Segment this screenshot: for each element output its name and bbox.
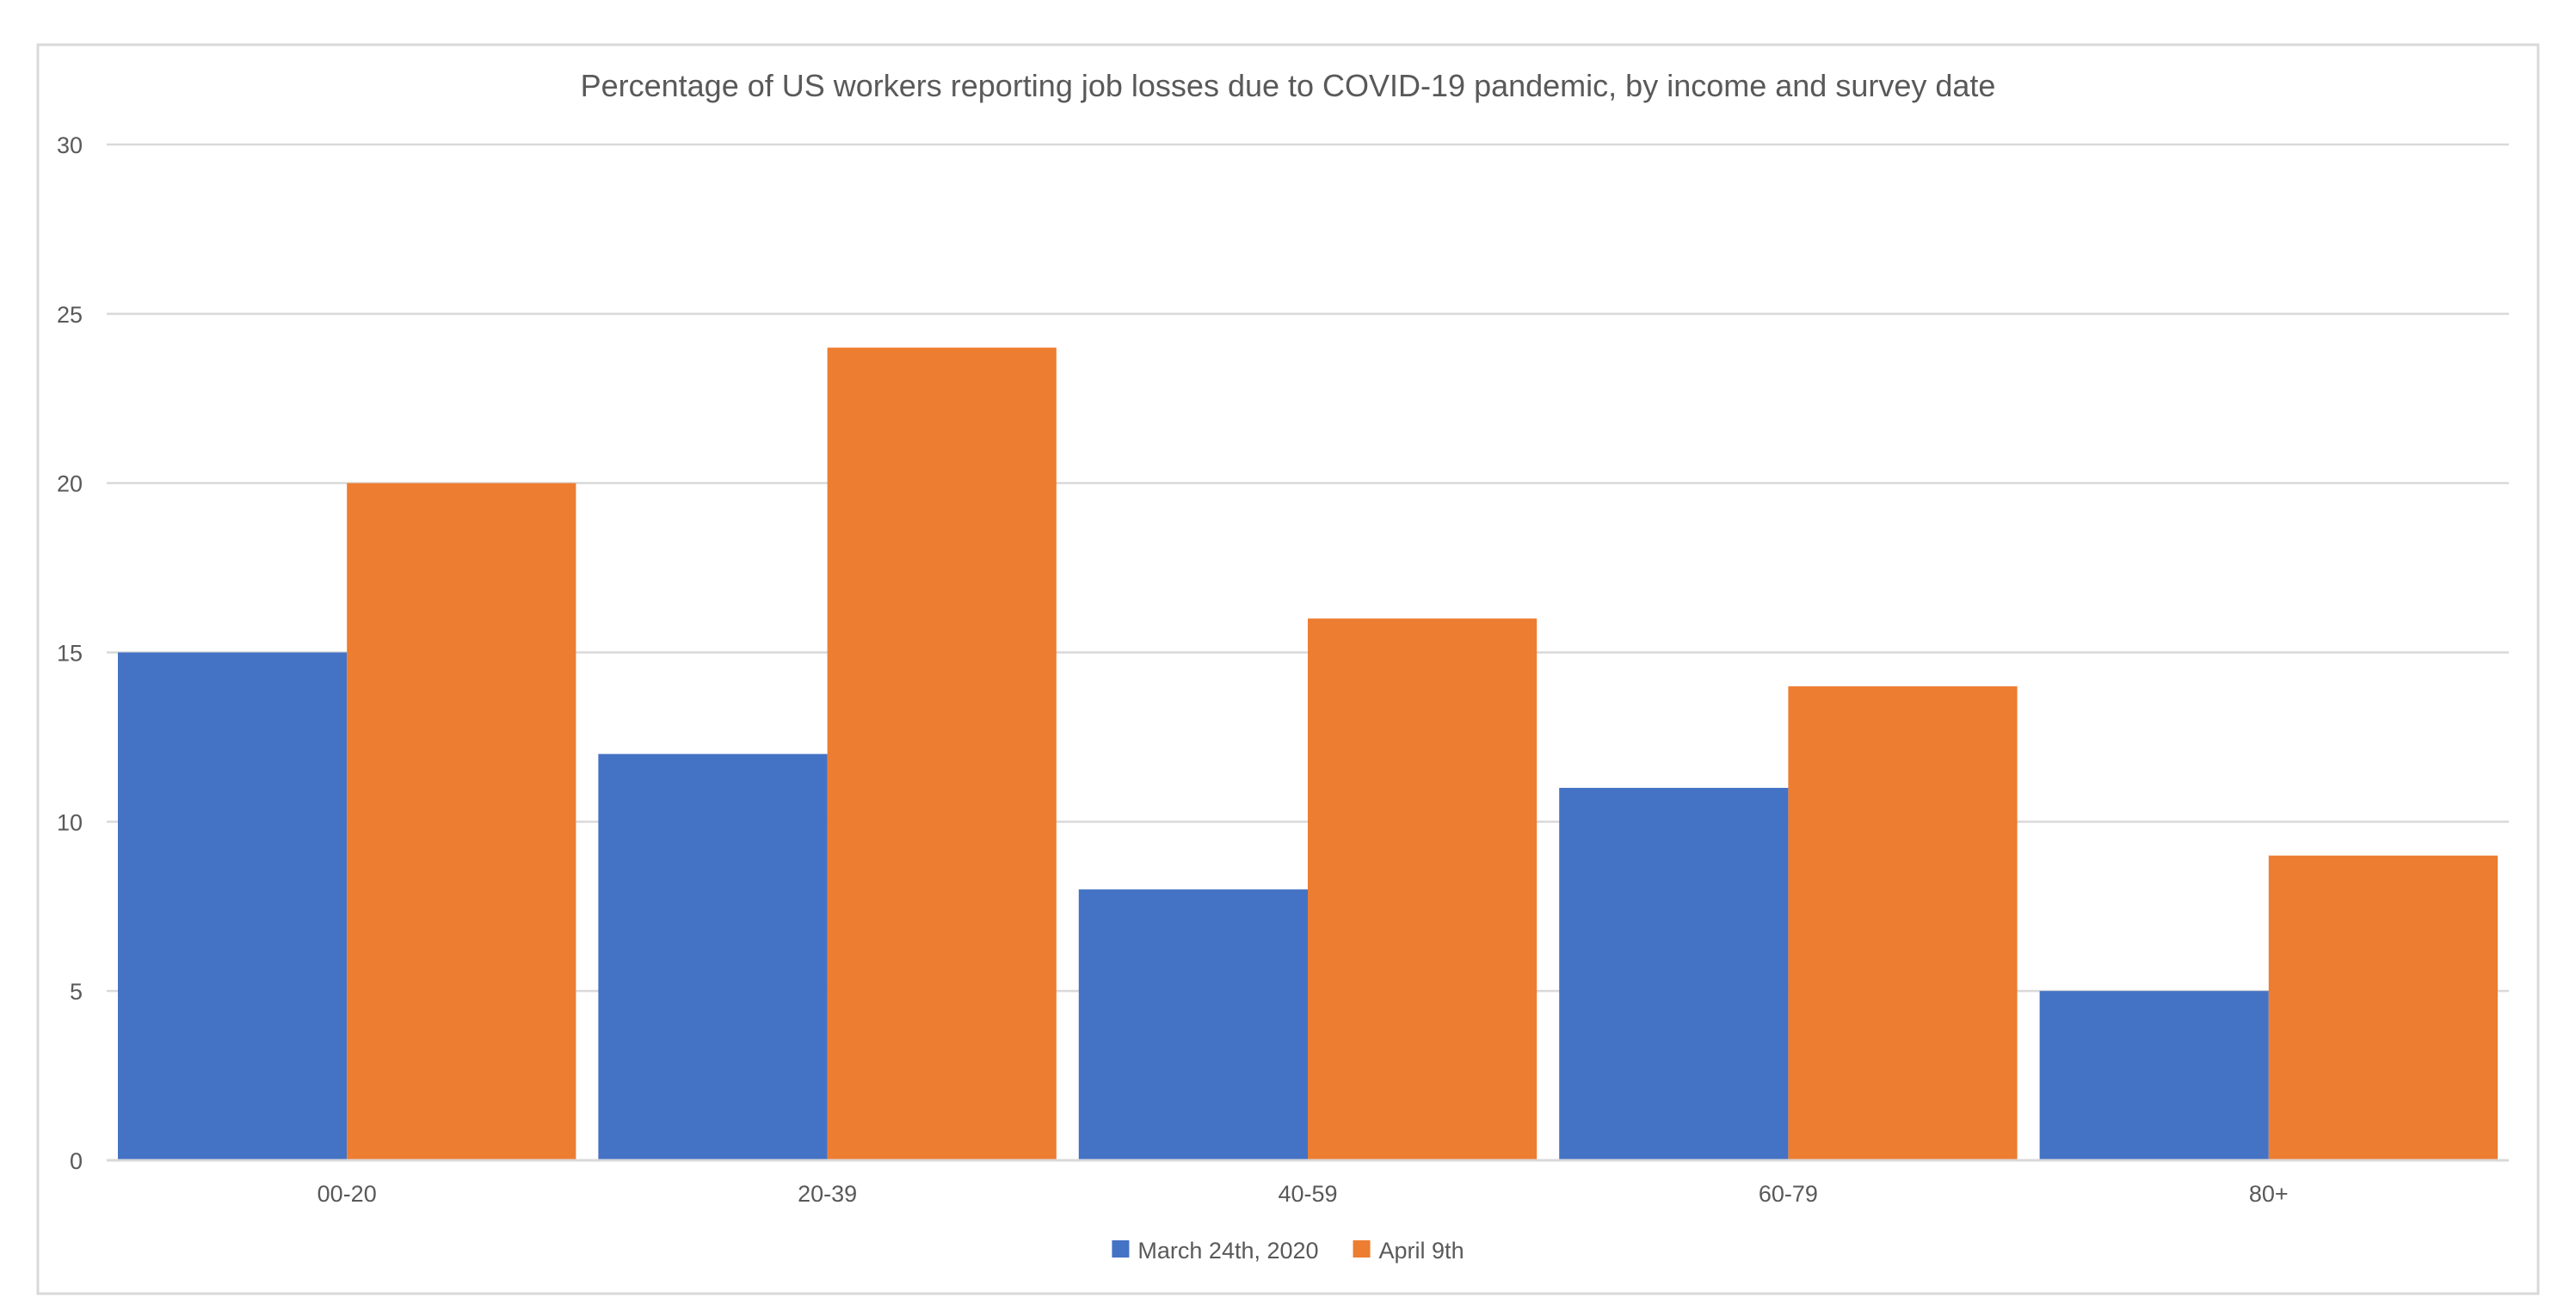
bar — [1308, 618, 1538, 1160]
bar — [118, 652, 348, 1160]
y-tick-label: 0 — [70, 1148, 83, 1174]
y-tick-label: 15 — [57, 641, 83, 667]
bar — [347, 483, 576, 1160]
x-tick-label: 00-20 — [317, 1181, 377, 1207]
x-tick-label: 60-79 — [1759, 1181, 1818, 1207]
y-tick-label: 30 — [57, 132, 83, 158]
bar — [598, 753, 828, 1160]
x-tick-label: 40-59 — [1278, 1181, 1337, 1207]
chart-title: Percentage of US workers reporting job l… — [581, 68, 1996, 103]
bars — [118, 347, 2498, 1160]
bar — [2039, 991, 2269, 1160]
legend: March 24th, 2020 April 9th — [1112, 1238, 1464, 1264]
y-tick-label: 10 — [57, 809, 83, 835]
legend-label: April 9th — [1379, 1238, 1464, 1264]
bar — [1559, 787, 1789, 1160]
y-tick-label: 25 — [57, 302, 83, 328]
x-tick-label: 80+ — [2249, 1181, 2289, 1207]
bar — [1078, 889, 1308, 1160]
bar — [827, 347, 1057, 1160]
legend-label: March 24th, 2020 — [1137, 1238, 1318, 1264]
legend-swatch — [1353, 1240, 1371, 1258]
bar — [1788, 686, 2018, 1160]
axes: 0 5 10 15 20 25 30 00-20 20-39 40-59 60-79 80+ — [57, 132, 2509, 1207]
legend-swatch — [1112, 1240, 1130, 1258]
bar — [2268, 855, 2498, 1160]
y-tick-label: 20 — [57, 471, 83, 497]
y-tick-label: 5 — [70, 979, 83, 1005]
x-tick-label: 20-39 — [798, 1181, 857, 1207]
